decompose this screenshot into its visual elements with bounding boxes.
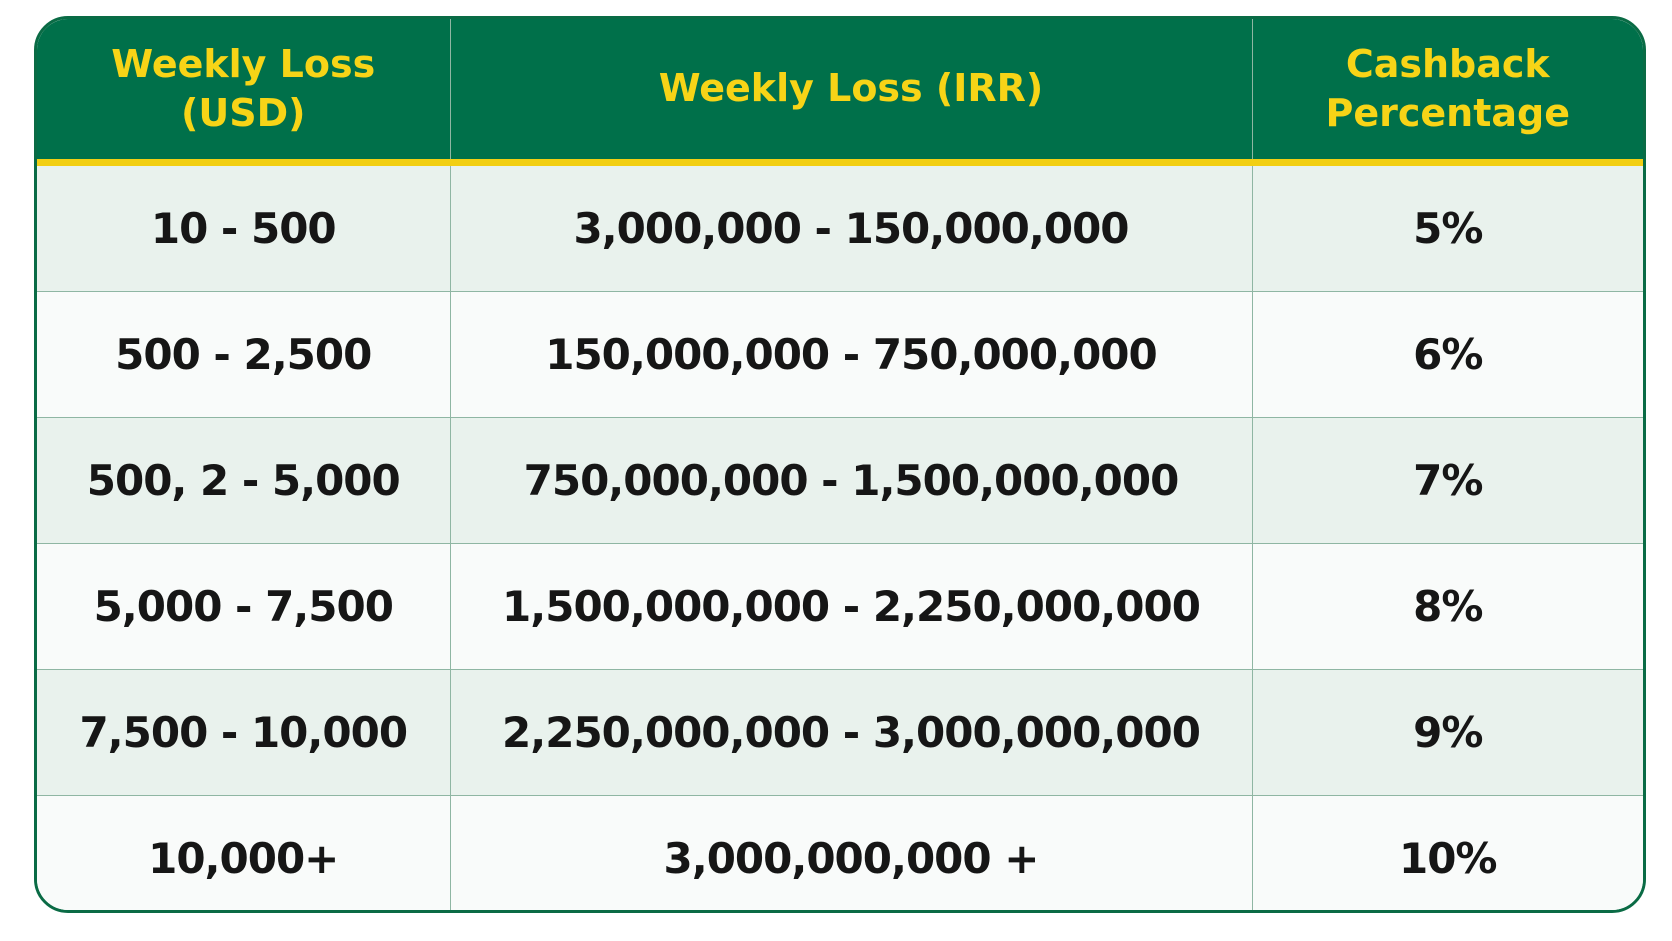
cashback-table-card: Weekly Loss (USD) Weekly Loss (IRR) Cashba… [34,16,1646,913]
table-cell: 10 - 500 [37,162,450,292]
table-cell: 8% [1251,543,1643,670]
column-header: Cashback Percentage [1251,19,1643,166]
header-row: Weekly Loss (USD) Weekly Loss (IRR) Cashba… [37,19,1643,166]
table-cell: 1,500,000,000 - 2,250,000,000 [449,543,1252,670]
table-row: 10 - 500 3,000,000 - 150,000,000 5% [37,162,1643,292]
cashback-table: Weekly Loss (USD) Weekly Loss (IRR) Cashba… [37,19,1643,910]
table-row: 10,000+ 3,000,000,000 +10% [37,795,1643,910]
table-cell: 9% [1251,669,1643,796]
table-body: 10 - 500 3,000,000 - 150,000,000 5% 500 - 2… [37,162,1643,910]
table-cell: 3,000,000,000 + [449,795,1252,910]
table-cell: 7,500 - 10,000 [37,669,450,796]
table-cell: 6% [1251,291,1643,418]
table-cell: 150,000,000 - 750,000,000 [449,291,1252,418]
table-row: 500, 2 - 5,000 750,000,000 - 1,500,000,00… [37,417,1643,544]
table-cell: 5% [1251,162,1643,292]
table-row: 5,000 - 7,500 1,500,000,000 - 2,250,000,0… [37,543,1643,670]
table-cell: 5,000 - 7,500 [37,543,450,670]
table-cell: 3,000,000 - 150,000,000 [449,162,1252,292]
table-cell: 7% [1251,417,1643,544]
table-cell: 10% [1251,795,1643,910]
table-header: Weekly Loss (USD) Weekly Loss (IRR) Cashba… [37,19,1643,166]
table-cell: 750,000,000 - 1,500,000,000 [449,417,1252,544]
table-row: 500 - 2,500 150,000,000 - 750,000,000 6% [37,291,1643,418]
column-header: Weekly Loss (USD) [37,19,450,166]
table-row: 7,500 - 10,000 2,250,000,000 - 3,000,000,… [37,669,1643,796]
table-cell: 500, 2 - 5,000 [37,417,450,544]
column-header: Weekly Loss (IRR) [449,19,1252,166]
table-cell: 2,250,000,000 - 3,000,000,000 [449,669,1252,796]
table-cell: 500 - 2,500 [37,291,450,418]
table-cell: 10,000+ [37,795,450,910]
